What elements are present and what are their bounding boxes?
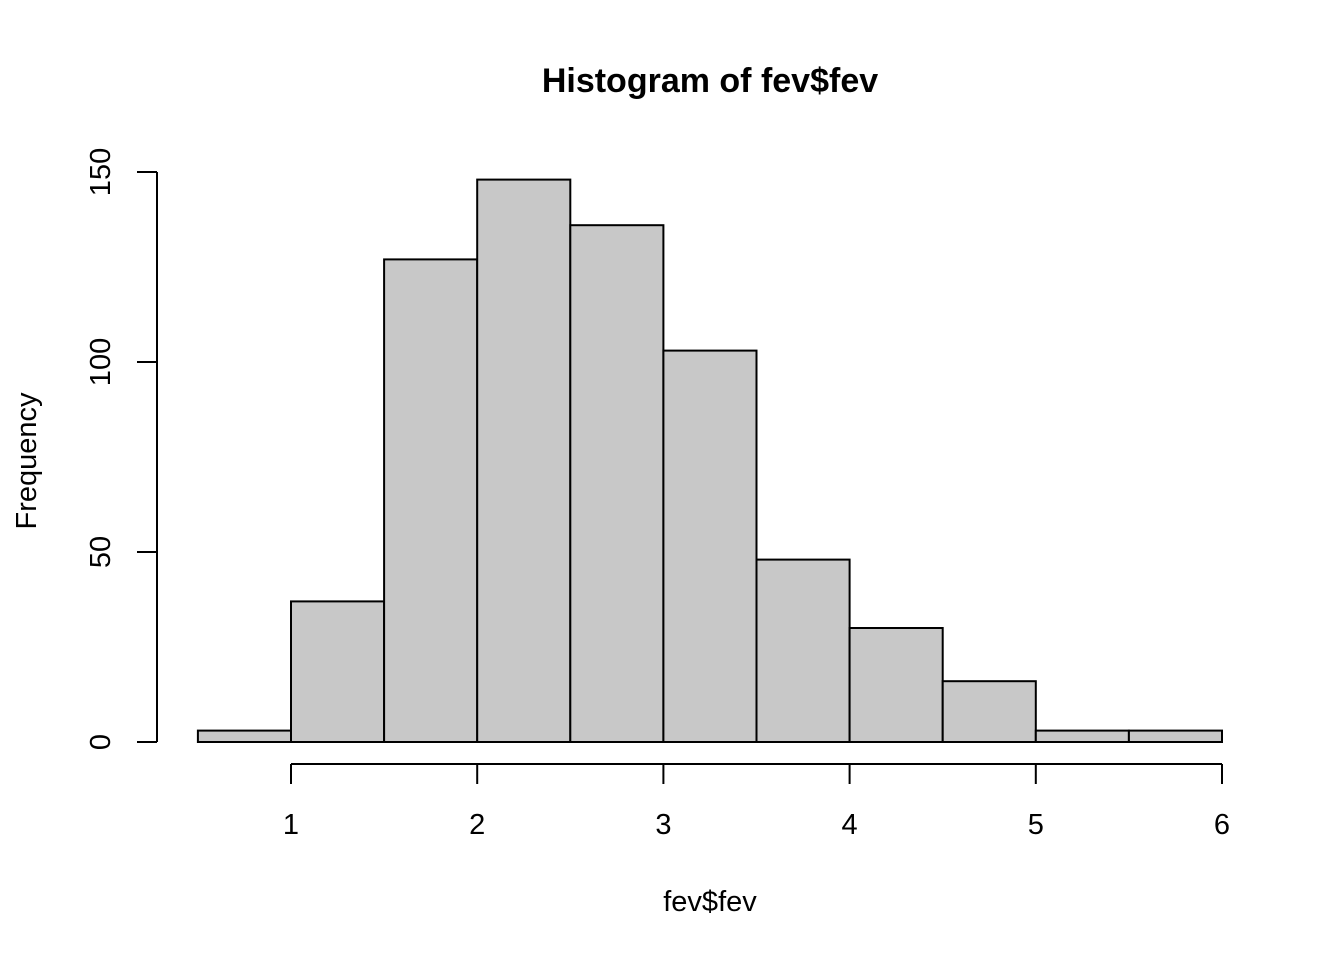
x-axis-label: fev$fev — [663, 886, 757, 918]
x-tick-label: 1 — [283, 809, 299, 841]
histogram-bar-6 — [755, 558, 851, 743]
histogram-bar-7 — [848, 627, 944, 743]
x-tick-label: 3 — [655, 809, 671, 841]
histogram-bar-9 — [1034, 729, 1130, 743]
y-tick-label: 150 — [85, 148, 117, 196]
y-tick-label: 50 — [85, 536, 117, 568]
y-axis-label: Frequency — [11, 392, 43, 530]
chart-title: Histogram of fev$fev — [542, 62, 878, 100]
x-tick-label: 4 — [842, 809, 858, 841]
histogram-bar-2 — [383, 258, 479, 743]
y-tick-label: 0 — [85, 734, 117, 750]
x-tick-label: 5 — [1028, 809, 1044, 841]
histogram-bar-0 — [196, 729, 292, 743]
y-tick-label: 100 — [85, 338, 117, 386]
histogram-bar-10 — [1127, 729, 1224, 743]
y-axis: 0 50 100 150 — [85, 148, 158, 750]
histogram-bar-8 — [941, 680, 1037, 744]
histogram-bar-1 — [290, 600, 386, 744]
x-axis: 1 2 3 4 5 6 — [283, 763, 1230, 841]
histogram-bars — [196, 178, 1224, 744]
x-tick-label: 2 — [469, 809, 485, 841]
histogram-bar-3 — [476, 178, 572, 744]
histogram-bar-4 — [569, 224, 665, 743]
x-tick-label: 6 — [1214, 809, 1230, 841]
histogram-bar-5 — [662, 349, 758, 743]
